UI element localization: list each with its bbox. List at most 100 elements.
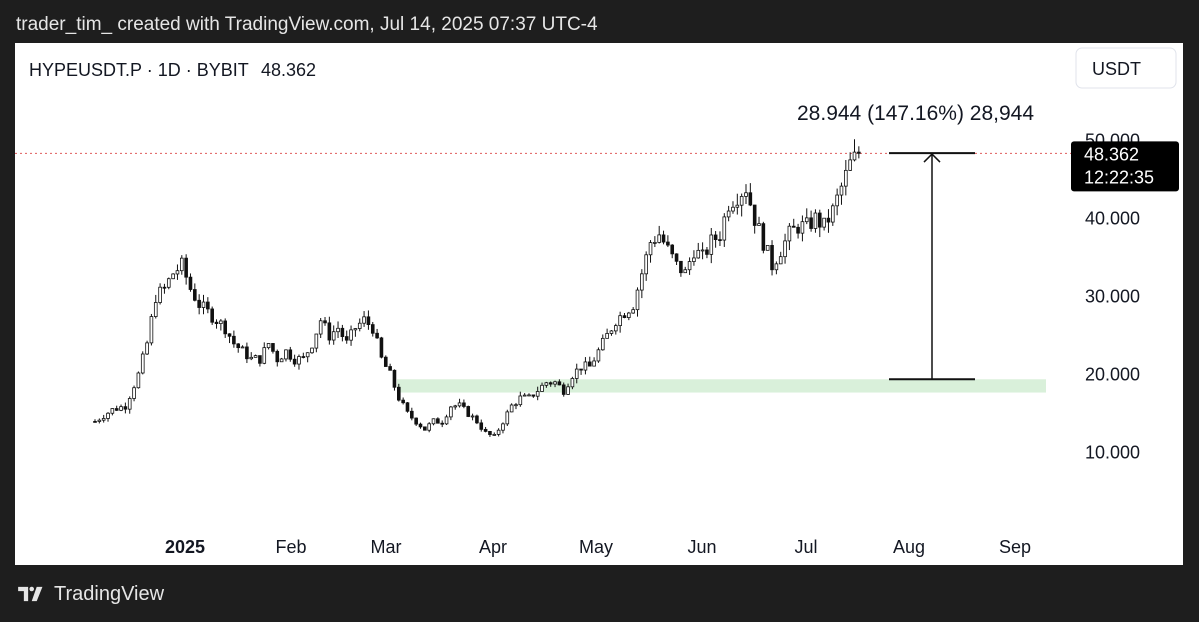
candle [618,311,622,333]
candle [179,255,184,275]
candle [748,183,753,207]
candle [171,273,175,280]
candle [609,330,614,336]
candle [674,253,679,265]
candle [587,356,592,367]
candle [93,419,97,423]
candle [679,260,683,277]
candle [197,294,201,315]
candle [227,333,232,344]
candle [266,343,271,350]
price-tag-value: 48.362 [1084,144,1139,164]
candle [362,311,366,327]
candle [323,317,327,326]
candle [110,408,115,416]
candle [501,422,505,434]
candle [561,382,566,397]
y-tick-label: 40.000 [1085,209,1140,229]
candle [440,420,444,428]
candle [548,381,553,387]
candle [796,223,800,239]
candle [123,402,128,414]
candle [140,351,145,375]
arrow-up-icon [923,153,941,163]
candle [640,269,644,299]
candle [149,313,154,346]
candle [544,381,549,388]
candle [509,403,514,413]
candle [492,432,497,436]
candle [119,404,123,412]
candle [132,385,136,402]
candle [765,245,770,251]
candle [813,209,818,233]
candle [349,325,353,346]
candle [436,417,440,424]
candle [757,216,761,226]
candle [718,231,722,247]
candle [770,240,774,276]
candle [396,383,401,402]
candle [431,418,436,426]
candle [357,318,362,332]
candle [739,193,744,217]
candle [605,328,609,339]
candle [249,352,254,361]
candle [600,334,605,351]
candle [284,349,288,362]
candle [457,398,462,408]
candle [531,394,536,398]
candle [722,213,727,247]
candle [496,428,501,437]
candle [488,430,492,437]
x-axis[interactable]: 2025 Feb Mar Apr May Jun Jul Aug Sep [165,537,1031,557]
x-tick-label: May [579,537,613,557]
candle [514,402,518,410]
measure-tool[interactable]: 28.944 (147.16%) 28,944 [797,102,1034,381]
candle [761,221,766,254]
candle [201,294,206,315]
candle [518,391,523,407]
candle [483,426,488,433]
candle [622,312,627,319]
price-tag: 48.362 12:22:35 [1071,141,1179,192]
candle [635,287,640,317]
candle [692,250,696,266]
candle [449,405,453,421]
candle [405,402,410,413]
candle [162,283,167,294]
x-tick-label: Mar [371,537,402,557]
candle [153,294,158,319]
candle [271,343,275,354]
candlestick-chart[interactable]: HYPEUSDT.P · 1D · BYBIT 48.362 USDT 28.9… [15,43,1183,565]
candle [527,393,531,397]
candle [809,210,813,232]
chart-panel[interactable]: HYPEUSDT.P · 1D · BYBIT 48.362 USDT 28.9… [15,43,1183,565]
candle [857,146,861,159]
currency-button-box[interactable] [1075,47,1177,89]
currency-button[interactable]: USDT [1092,59,1141,79]
candle [188,273,193,292]
candle [709,227,714,264]
candle [670,244,675,259]
candle [700,242,705,260]
candle [388,363,392,371]
candle [444,414,449,425]
candle [744,184,748,205]
footer: TradingView [16,580,164,608]
candle [353,327,358,337]
candle [414,417,418,426]
candle [184,254,188,285]
candle [839,182,844,205]
candle [466,405,471,418]
candle [106,412,110,422]
candle [275,349,280,367]
candle [535,386,540,401]
candle [666,235,670,248]
candle [427,422,431,433]
candle [383,355,388,367]
candle [327,316,332,345]
candle [774,261,779,275]
y-tick-label: 10.000 [1085,443,1140,463]
